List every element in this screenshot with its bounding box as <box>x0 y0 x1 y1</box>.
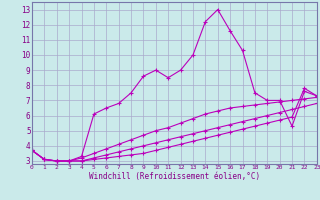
X-axis label: Windchill (Refroidissement éolien,°C): Windchill (Refroidissement éolien,°C) <box>89 172 260 181</box>
